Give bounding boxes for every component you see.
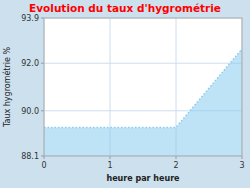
title: Evolution du taux d'hygrométrie — [29, 2, 221, 14]
tick-label-y: 93.9 — [21, 14, 39, 23]
grid — [44, 18, 242, 156]
tick-label-y: 90.0 — [21, 107, 39, 116]
axes: 0 1 2 3 88.1 90.0 92.0 93.9 — [21, 14, 244, 170]
tick-label-x: 3 — [239, 161, 244, 170]
tick-label-x: 1 — [107, 161, 112, 170]
background — [0, 0, 250, 188]
grid-line-y — [44, 63, 242, 64]
data — [44, 49, 242, 156]
plot-background — [44, 18, 242, 156]
y-axis-label: Taux hygrométrie % — [2, 47, 12, 129]
tick-label-x: 2 — [173, 161, 178, 170]
tick-label-y: 92.0 — [21, 59, 39, 68]
plot-frame — [44, 18, 242, 156]
chart: 0 1 2 3 88.1 90.0 92.0 93.9Evolution du taux d'… — [0, 0, 250, 188]
area-line — [44, 49, 242, 128]
tick-label-x: 0 — [41, 161, 46, 170]
area-fill — [44, 49, 242, 156]
tick-label-y: 88.1 — [21, 152, 39, 161]
x-axis-label: heure par heure — [106, 174, 180, 183]
